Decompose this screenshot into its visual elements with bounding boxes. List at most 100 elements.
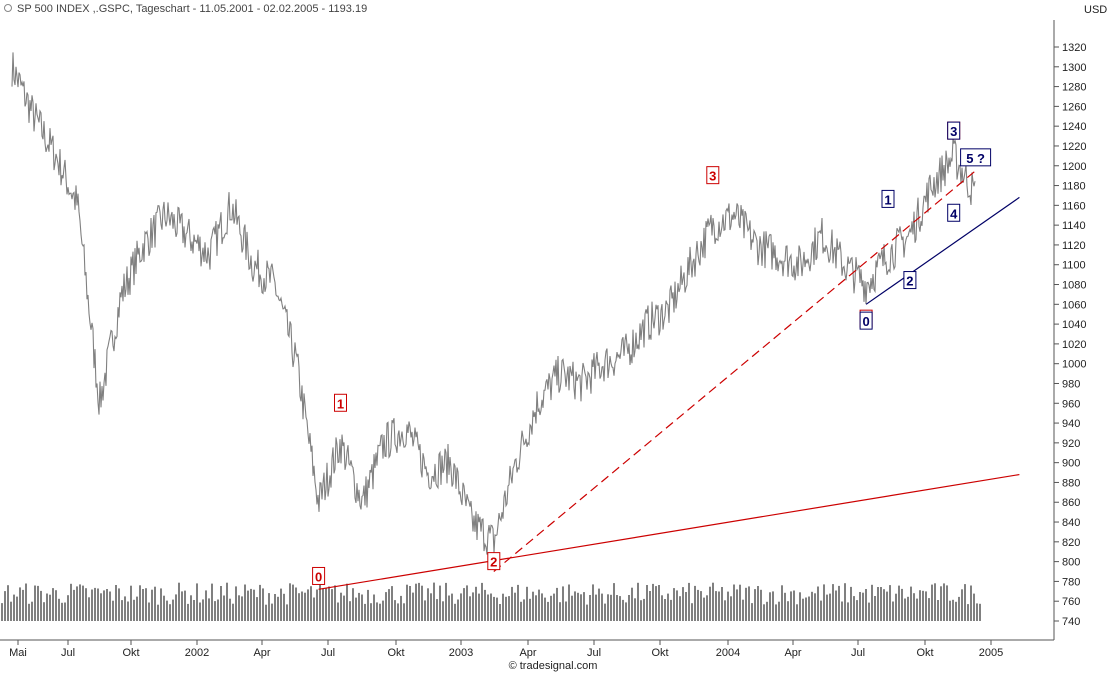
volume-bar: [736, 589, 738, 621]
volume-bar: [316, 589, 318, 621]
volume-bar: [838, 585, 840, 621]
volume-bar: [646, 585, 648, 621]
volume-bar: [214, 601, 216, 621]
volume-bar: [424, 600, 426, 621]
volume-bar: [253, 589, 255, 621]
volume-bar: [856, 600, 858, 621]
volume-bar: [793, 590, 795, 621]
volume-bar: [910, 586, 912, 621]
volume-bar: [943, 583, 945, 621]
y-tick-label: 860: [1062, 497, 1080, 509]
volume-bar: [574, 591, 576, 621]
volume-bar: [616, 595, 618, 621]
volume-bar: [580, 594, 582, 621]
volume-bar: [559, 602, 561, 621]
volume-bar: [127, 601, 129, 621]
volume-bar: [148, 602, 150, 621]
y-tick-label: 1140: [1062, 220, 1086, 232]
volume-bar: [403, 603, 405, 621]
y-tick-label: 1200: [1062, 161, 1086, 173]
volume-bar: [358, 592, 360, 621]
x-tick-label: Jul: [61, 647, 75, 659]
volume-bar: [349, 601, 351, 621]
volume-bar: [151, 589, 153, 621]
volume-bar: [868, 602, 870, 621]
volume-bar: [379, 603, 381, 621]
volume-bar: [502, 593, 504, 621]
volume-bar: [172, 599, 174, 621]
volume-bar: [664, 599, 666, 621]
volume-bar: [7, 585, 9, 621]
volume-bar: [484, 589, 486, 621]
volume-bar: [532, 591, 534, 621]
x-tick-label: 2002: [185, 647, 209, 659]
volume-bar: [211, 583, 213, 621]
volume-bar: [766, 601, 768, 621]
volume-bar: [649, 591, 651, 621]
volume-bar: [844, 583, 846, 621]
volume-bar: [475, 586, 477, 621]
y-tick-label: 960: [1062, 398, 1080, 410]
volume-bar: [409, 586, 411, 621]
volume-bar: [4, 591, 6, 621]
volume-bar: [619, 596, 621, 621]
volume-bar: [622, 599, 624, 621]
volume-bars: [1, 582, 981, 621]
wave-label-box: [947, 203, 961, 222]
volume-bar: [472, 592, 474, 621]
y-tick-label: 740: [1062, 616, 1080, 628]
volume-bar: [976, 603, 978, 621]
volume-bar: [889, 585, 891, 621]
volume-bar: [808, 596, 810, 621]
volume-bar: [727, 591, 729, 621]
volume-bar: [178, 582, 180, 621]
volume-bar: [970, 585, 972, 621]
volume-bar: [658, 585, 660, 621]
volume-bar: [121, 600, 123, 621]
volume-bar: [682, 587, 684, 621]
volume-bar: [508, 596, 510, 621]
volume-bar: [733, 584, 735, 621]
y-tick-label: 900: [1062, 458, 1080, 470]
wave-label-box: [859, 311, 873, 330]
wave-label: 1: [884, 192, 891, 207]
volume-bar: [535, 595, 537, 621]
volume-bar: [871, 584, 873, 621]
volume-bar: [373, 594, 375, 621]
volume-bar: [865, 589, 867, 621]
volume-bar: [271, 603, 273, 621]
volume-bar: [205, 590, 207, 621]
y-tick-label: 780: [1062, 576, 1080, 588]
volume-bar: [391, 586, 393, 621]
volume-bar: [436, 599, 438, 621]
volume-bar: [697, 589, 699, 621]
y-tick-label: 920: [1062, 438, 1080, 450]
volume-bar: [742, 599, 744, 621]
volume-bar: [79, 584, 81, 621]
volume-bar: [811, 591, 813, 621]
volume-bar: [898, 585, 900, 621]
volume-bar: [496, 597, 498, 621]
volume-bar: [859, 592, 861, 621]
volume-bar: [145, 588, 147, 621]
volume-bar: [334, 585, 336, 621]
x-tick-label: Okt: [651, 647, 668, 659]
price-series-group: [11, 52, 976, 555]
volume-bar: [43, 602, 45, 621]
volume-bar: [448, 595, 450, 621]
volume-bar: [196, 583, 198, 621]
volume-bar: [460, 593, 462, 621]
volume-bar: [292, 584, 294, 621]
volume-bar: [385, 592, 387, 621]
volume-bar: [106, 589, 108, 621]
volume-bar: [916, 598, 918, 621]
volume-bar: [721, 587, 723, 621]
volume-bar: [418, 582, 420, 621]
volume-bar: [415, 583, 417, 621]
volume-bar: [913, 593, 915, 621]
volume-bar: [61, 602, 63, 621]
volume-bar: [676, 590, 678, 621]
volume-bar: [520, 601, 522, 621]
volume-bar: [181, 591, 183, 621]
